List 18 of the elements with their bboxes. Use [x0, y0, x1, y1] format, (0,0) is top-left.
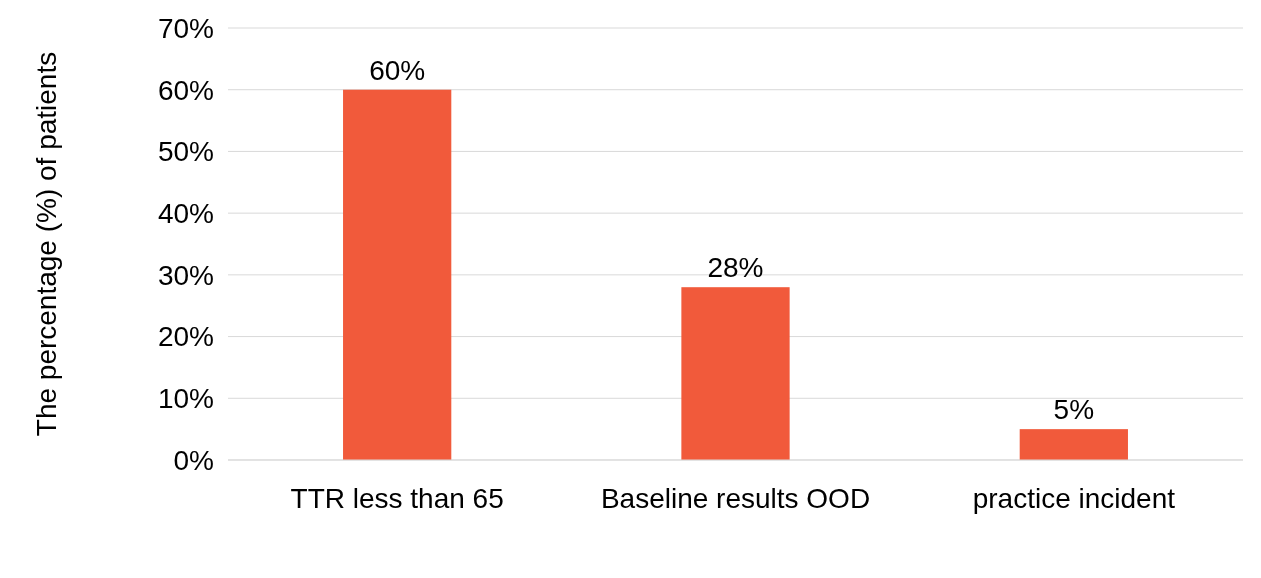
y-tick-label: 20% — [157, 321, 214, 353]
y-axis-title: The percentage (%) of patients — [31, 51, 62, 437]
bar — [343, 89, 452, 460]
y-tick-label: 10% — [157, 383, 214, 415]
bar — [1019, 429, 1128, 460]
data-label: 60% — [369, 54, 426, 86]
x-tick-label: Baseline results OOD — [600, 483, 871, 514]
data-label: 28% — [707, 252, 764, 284]
x-tick-label: practice incident — [972, 483, 1176, 514]
data-label: 5% — [1053, 394, 1095, 426]
y-tick-label: 50% — [157, 136, 214, 168]
y-tick-label: 0% — [173, 444, 214, 476]
x-tick-label: TTR less than 65 — [290, 483, 504, 514]
y-tick-label: 60% — [157, 74, 214, 106]
bar — [681, 287, 790, 460]
y-tick-label: 70% — [157, 12, 214, 44]
y-tick-label: 40% — [157, 197, 214, 229]
y-tick-label: 30% — [157, 259, 214, 291]
